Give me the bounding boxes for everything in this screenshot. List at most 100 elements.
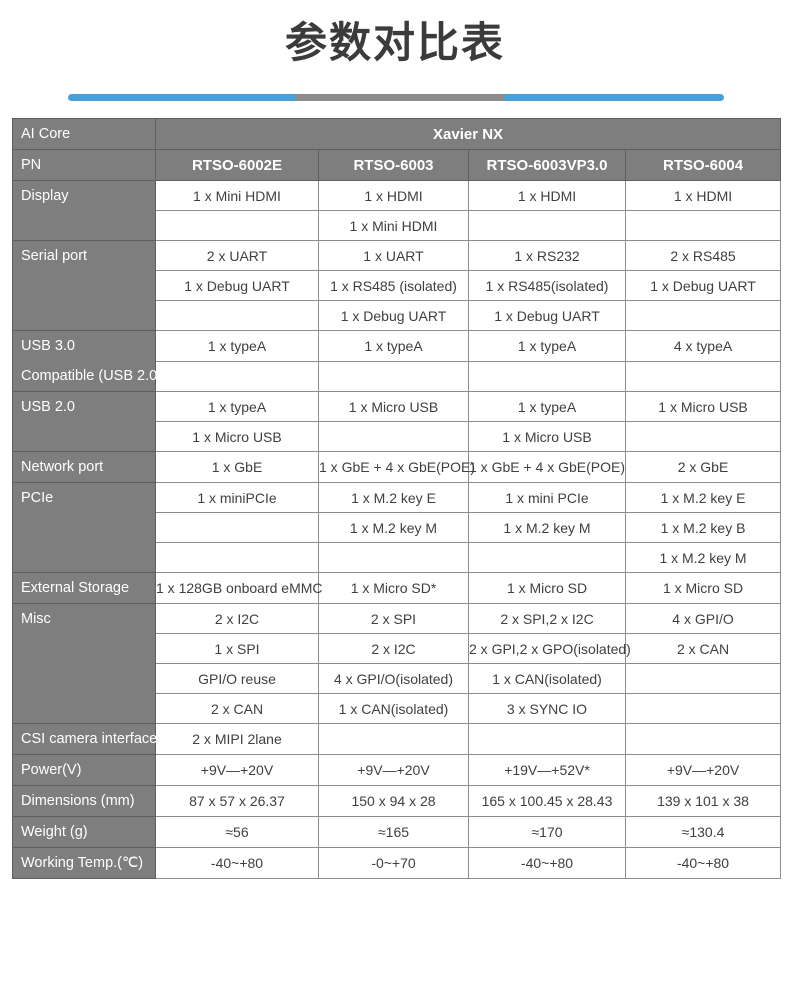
spec-cell: +19V—+52V* [468, 754, 626, 786]
spec-cell [624, 360, 782, 392]
table-row: Dimensions (mm) 87 x 57 x 26.37 150 x 94 x… [12, 785, 782, 817]
row-label-text: USB 3.0 [21, 338, 75, 354]
divider-segment-blue-right [504, 94, 724, 101]
spec-cell [318, 723, 469, 755]
spec-cell [318, 421, 469, 452]
row-label-external-storage: External Storage [12, 572, 156, 604]
spec-cell: ≈56 [155, 816, 319, 848]
spec-cell: 1 x RS232 [468, 240, 626, 271]
spec-cell [318, 360, 469, 392]
spec-cell: 1 x Mini HDMI [155, 180, 319, 211]
spec-cell: 1 x Debug UART [624, 270, 782, 301]
spec-cell: 2 x GbE [624, 451, 782, 483]
spec-cell: 1 x 128GB onboard eMMC [155, 572, 323, 604]
spec-cell [624, 663, 782, 694]
spec-cell: 2 x CAN [155, 693, 319, 724]
spec-cell: 1 x Micro USB [624, 391, 782, 422]
spec-cell: 1 x M.2 key M [318, 512, 469, 543]
spec-cell: -40~+80 [155, 847, 319, 879]
row-label-text: Serial port [21, 248, 88, 264]
row-label-misc: Misc [12, 603, 156, 724]
row-label-power-v: Power(V) [12, 754, 156, 786]
spec-cell: 1 x M.2 key E [624, 482, 782, 513]
row-label-text: Display [21, 188, 69, 204]
row-label-dimensions-mm: Dimensions (mm) [12, 785, 156, 817]
table-row-ai-core: AI Core Xavier NX [12, 118, 782, 150]
row-label-text: Network port [21, 459, 104, 475]
spec-cell: +9V—+20V [318, 754, 469, 786]
spec-cell: +9V—+20V [155, 754, 319, 786]
spec-cell: 4 x typeA [624, 330, 782, 362]
spec-cell: 139 x 101 x 38 [624, 785, 782, 817]
spec-cell: 1 x typeA [468, 330, 626, 362]
spec-cell: 1 x Micro SD [624, 572, 782, 604]
table-row-pn: PN RTSO-6002E RTSO-6003 RTSO-6003VP3.0 R… [12, 149, 782, 181]
spec-cell: 1 x M.2 key E [318, 482, 469, 513]
product-header: RTSO-6003VP3.0 [468, 149, 626, 181]
row-label-text: Compatible (USB 2.0) [21, 368, 163, 384]
row-label-working-temp.: Working Temp.(℃) [12, 847, 156, 879]
spec-cell [624, 723, 782, 755]
spec-cell: 1 x Micro SD [468, 572, 626, 604]
spec-cell: 1 x M.2 key M [468, 512, 626, 543]
spec-cell: 1 x UART [318, 240, 469, 271]
spec-cell: ≈170 [468, 816, 626, 848]
spec-cell: ≈165 [318, 816, 469, 848]
row-label-text: Misc [21, 611, 51, 627]
spec-cell: 2 x SPI [318, 603, 469, 634]
table-row: Working Temp.(℃) -40~+80 -0~+70 -40~+80 -40~… [12, 847, 782, 879]
product-header: RTSO-6004 [624, 149, 782, 181]
row-label-usb-3.0: USB 3.0 Compatible (USB 2.0) [12, 330, 163, 392]
spec-cell: 1 x HDMI [624, 180, 782, 211]
spec-cell: 1 x GbE [155, 451, 319, 483]
spec-cell: 2 x I2C [318, 633, 469, 664]
product-header: RTSO-6003 [318, 149, 469, 181]
spec-cell [155, 512, 319, 543]
row-label-text: USB 2.0 [21, 399, 75, 415]
table-row: Serial port 2 x UART 1 x UART 1 x RS232 2 x … [12, 240, 782, 331]
table-row: USB 3.0 Compatible (USB 2.0) 1 x typeA 1 x … [12, 330, 782, 392]
spec-cell: 1 x Debug UART [155, 270, 319, 301]
spec-cell: 1 x RS485(isolated) [468, 270, 626, 301]
spec-cell: 2 x RS485 [624, 240, 782, 271]
row-label-text: External Storage [21, 580, 130, 596]
spec-cell: 1 x typeA [468, 391, 626, 422]
spec-cell [155, 360, 319, 392]
spec-cell: 1 x Micro USB [155, 421, 319, 452]
spec-cell: 1 x CAN(isolated) [468, 663, 626, 694]
spec-cell: 1 x miniPCIe [155, 482, 319, 513]
spec-cell: 3 x SYNC IO [468, 693, 626, 724]
spec-comparison-table: AI Core Xavier NX PN RTSO-6002E RTSO-600… [12, 118, 782, 879]
table-row: External Storage 1 x 128GB onboard eMMC 1 … [12, 572, 782, 604]
spec-cell [624, 300, 782, 331]
spec-cell [155, 210, 319, 241]
spec-cell [468, 542, 626, 573]
spec-cell: 1 x typeA [155, 391, 319, 422]
row-label-text: Weight (g) [21, 824, 88, 840]
row-label-ai-core: AI Core [12, 118, 156, 150]
table-row: USB 2.0 1 x typeA 1 x Micro USB 1 x typeA 1 … [12, 391, 782, 452]
spec-cell: 4 x GPI/O [624, 603, 782, 634]
spec-cell: 1 x Mini HDMI [318, 210, 469, 241]
spec-cell: 1 x Micro USB [318, 391, 469, 422]
table-row: Display 1 x Mini HDMI 1 x HDMI 1 x HDMI 1 x … [12, 180, 782, 241]
row-label-serial-port: Serial port [12, 240, 156, 331]
row-label-pcie: PCIe [12, 482, 156, 573]
table-row: 2 x CAN 1 x CAN(isolated) 3 x SYNC IO [13, 693, 782, 724]
product-header: RTSO-6002E [155, 149, 319, 181]
spec-cell [318, 542, 469, 573]
spec-cell: GPI/O reuse [155, 663, 319, 694]
spec-cell: 4 x GPI/O(isolated) [318, 663, 469, 694]
spec-cell: 1 x RS485 (isolated) [318, 270, 469, 301]
table-row: Network port 1 x GbE 1 x GbE + 4 x GbE(POE… [12, 451, 782, 483]
divider-segment-gray-middle [296, 94, 504, 101]
title-divider-bar [68, 94, 724, 101]
spec-cell: 1 x GbE + 4 x GbE(POE) [318, 451, 475, 483]
spec-cell: -40~+80 [468, 847, 626, 879]
spec-cell: 165 x 100.45 x 28.43 [468, 785, 626, 817]
spec-cell: ≈130.4 [624, 816, 782, 848]
spec-cell: 1 x Micro USB [468, 421, 626, 452]
